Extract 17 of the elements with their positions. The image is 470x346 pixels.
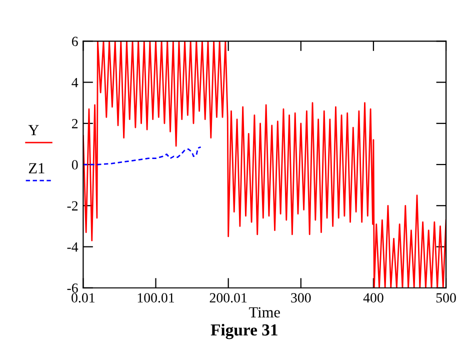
- x-axis-title: Time: [249, 307, 280, 318]
- text: Y: [28, 125, 39, 136]
- x-tick-label: 200.01: [210, 293, 247, 303]
- text: Figure 31: [210, 324, 278, 340]
- x-tick-label: 500: [436, 293, 456, 303]
- y-tick-label: -4: [67, 242, 78, 252]
- text: Z1: [28, 163, 44, 174]
- y-tick-label: -2: [67, 201, 78, 210]
- y-tick-label: 0: [72, 160, 78, 170]
- y-tick-label: 6: [72, 36, 78, 46]
- x-tick-label: 400: [363, 293, 384, 303]
- x-tick-label: 100.01: [138, 293, 174, 303]
- x-tick-label: 0.01: [72, 293, 95, 303]
- y-tick-label: 2: [72, 119, 78, 128]
- x-tick-label: 300: [291, 293, 311, 303]
- y-tick-label: -6: [67, 283, 78, 293]
- y-tick-label: 4: [72, 78, 78, 88]
